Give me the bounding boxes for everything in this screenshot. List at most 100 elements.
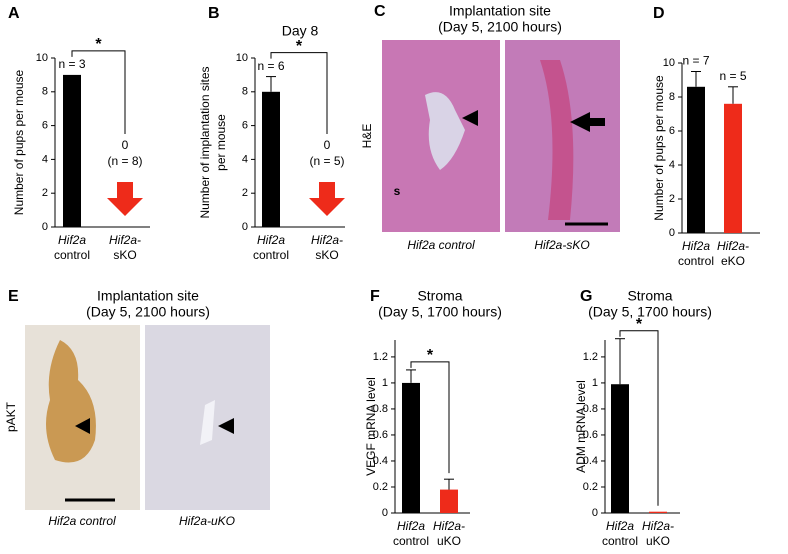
significance-label: * [296,38,303,55]
x-tick-label: sKO [315,248,338,262]
arrowhead [462,110,478,126]
bar [402,382,420,513]
y-tick-label: 0.2 [583,481,598,493]
significance-label: * [427,347,434,364]
panel-letter: G [580,288,592,305]
bar [440,489,458,513]
he-stroma [540,60,574,220]
chart-title: Stroma [627,288,672,304]
y-tick-label: 0.4 [373,455,388,467]
x-tick-label: uKO [646,534,670,548]
he-lumen [425,92,465,170]
bar-label: 0 [324,138,331,152]
x-tick-label: control [602,534,638,548]
y-tick-label: 0 [42,221,48,233]
bar-label: n = 5 [719,69,746,83]
zero-arrow [309,182,345,216]
y-axis-label: VEGF mRNA level [364,377,378,476]
y-tick-label: 10 [36,52,48,64]
arrowhead [75,418,90,434]
image-marker: s [394,184,401,198]
panel-letter: E [8,288,19,305]
y-axis-label: Number of implantation sites [198,66,212,218]
x-tick-label: Hif2a- [311,233,343,247]
bar [649,511,667,513]
y-tick-label: 8 [242,86,248,98]
significance-bracket [270,52,328,134]
pakt-lumen [200,400,215,445]
image-caption: Hif2a control [48,514,116,528]
row-label: pAKT [4,401,18,432]
bar [724,103,742,233]
significance-bracket [71,50,126,134]
y-tick-label: 1 [382,377,388,389]
x-tick-label: control [54,248,90,262]
y-tick-label: 0.4 [583,455,598,467]
bar-label: n = 3 [58,57,85,71]
y-tick-label: 1.2 [373,351,388,363]
bar-label: n = 7 [682,54,709,68]
x-tick-label: sKO [113,248,136,262]
x-tick-label: Hif2a [257,233,285,247]
y-tick-label: 0.8 [373,403,388,415]
y-tick-label: 0.8 [583,403,598,415]
panel-letter: F [370,288,380,305]
panel-letter: D [653,5,665,22]
y-tick-label: 2 [669,193,675,205]
y-tick-label: 0.2 [373,481,388,493]
y-tick-label: 4 [669,159,675,171]
y-axis-label: per mouse [214,114,228,171]
panel-letter: C [374,3,386,20]
significance-bracket [410,361,450,474]
image-title: (Day 5, 2100 hours) [86,304,210,320]
image-caption: Hif2a-sKO [534,238,589,252]
x-tick-label: Hif2a- [717,239,749,253]
image-title: (Day 5, 2100 hours) [438,19,562,35]
y-tick-label: 1.2 [583,351,598,363]
x-tick-label: eKO [721,254,745,268]
x-tick-label: Hif2a [58,233,86,247]
x-tick-label: Hif2a- [109,233,141,247]
chart-title: Stroma [417,288,462,304]
y-axis-label: ADM mRNA level [574,380,588,473]
y-tick-label: 4 [42,153,48,165]
chart-title: (Day 5, 1700 hours) [588,304,712,320]
y-axis-label: Number of pups per mouse [652,75,666,221]
y-tick-label: 1 [592,377,598,389]
significance-label: * [636,316,643,333]
bar-label: (n = 8) [107,154,142,168]
image-title: Implantation site [97,288,199,304]
bar [687,86,705,233]
bar [63,74,81,228]
chart-title: (Day 5, 1700 hours) [378,304,502,320]
arrow [570,112,605,132]
x-tick-label: Hif2a- [433,519,465,533]
significance-label: * [95,36,102,53]
image-title: Implantation site [449,3,551,19]
x-tick-label: control [253,248,289,262]
chart-title: Day 8 [282,23,319,39]
y-tick-label: 0 [592,507,598,519]
y-tick-label: 6 [42,120,48,132]
bar-label: (n = 5) [309,154,344,168]
y-axis-label: Number of pups per mouse [12,69,26,215]
x-tick-label: Hif2a [397,519,425,533]
bar [611,384,629,513]
y-tick-label: 10 [663,57,675,69]
x-tick-label: uKO [437,534,461,548]
pakt-stain [46,340,96,463]
x-tick-label: Hif2a [606,519,634,533]
significance-bracket [619,330,659,506]
y-tick-label: 6 [242,120,248,132]
y-tick-label: 4 [242,153,248,165]
zero-arrow [107,182,143,216]
y-tick-label: 2 [242,187,248,199]
panel-letter: A [8,5,20,22]
x-tick-label: control [393,534,429,548]
x-tick-label: control [678,254,714,268]
bar-label: 0 [122,138,129,152]
x-tick-label: Hif2a [682,239,710,253]
y-tick-label: 2 [42,187,48,199]
image-caption: Hif2a control [407,238,475,252]
y-tick-label: 6 [669,125,675,137]
